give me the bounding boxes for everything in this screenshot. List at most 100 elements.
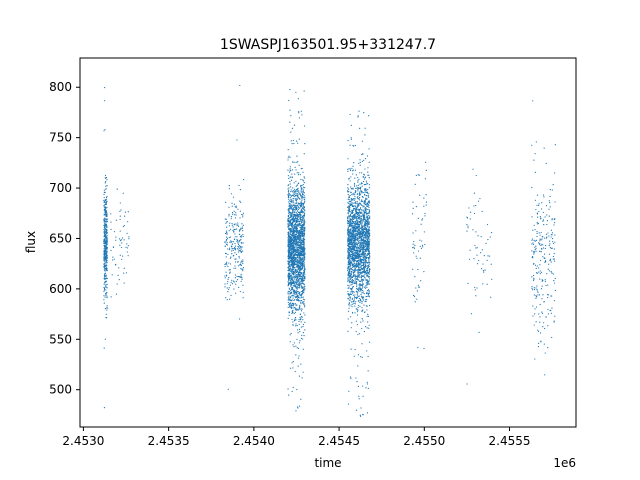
data-point [363, 241, 365, 243]
data-point [288, 295, 290, 297]
data-point [291, 279, 294, 281]
data-point [228, 185, 230, 187]
data-point [354, 238, 356, 240]
data-point [296, 219, 299, 221]
data-point [364, 234, 366, 236]
data-point [226, 274, 228, 276]
data-point [290, 276, 292, 278]
data-point [299, 304, 301, 307]
data-point [237, 275, 240, 278]
data-point [352, 253, 355, 255]
data-point [288, 235, 290, 237]
data-point [351, 220, 354, 222]
data-point [298, 222, 301, 224]
data-point [356, 250, 358, 252]
data-point [237, 225, 240, 227]
data-point [226, 287, 228, 289]
data-point [366, 269, 368, 271]
data-point [349, 201, 351, 203]
data-point [365, 260, 368, 262]
data-point [290, 284, 292, 286]
data-point [355, 377, 357, 379]
data-point [363, 184, 365, 186]
data-point [294, 236, 296, 238]
data-point [300, 253, 302, 255]
data-point [348, 303, 350, 305]
data-point [288, 242, 290, 244]
data-point [353, 262, 355, 264]
data-point [241, 213, 243, 216]
data-point [359, 415, 362, 417]
data-point [228, 188, 230, 190]
data-point [106, 262, 108, 264]
data-point [235, 223, 237, 225]
data-point [348, 224, 351, 226]
data-point [368, 296, 371, 298]
data-point [299, 173, 301, 176]
data-point [104, 199, 106, 201]
data-point [359, 283, 361, 285]
data-point [292, 361, 294, 363]
data-point [366, 265, 368, 267]
data-point [357, 269, 359, 271]
data-point [290, 207, 293, 209]
data-point [300, 318, 302, 320]
data-point [367, 292, 369, 294]
data-point [241, 227, 243, 230]
data-point [115, 263, 117, 266]
data-point [229, 269, 231, 271]
data-point [353, 252, 356, 254]
data-point [236, 248, 239, 250]
data-point [288, 246, 291, 248]
data-point [294, 370, 296, 373]
data-point [357, 288, 359, 291]
data-point [292, 367, 294, 369]
data-point [364, 287, 367, 289]
data-point [298, 234, 300, 236]
data-point [299, 273, 301, 276]
data-point [303, 244, 305, 246]
data-point [296, 253, 298, 256]
data-point [293, 182, 295, 184]
data-point [288, 278, 291, 280]
data-point [365, 387, 367, 389]
data-point [289, 237, 291, 239]
data-point [365, 241, 367, 243]
data-point [126, 251, 128, 253]
data-point [364, 266, 366, 268]
data-point [367, 201, 370, 203]
data-point [361, 241, 363, 244]
data-point [303, 250, 305, 253]
data-point [367, 293, 369, 295]
data-point [364, 194, 366, 196]
data-point [288, 260, 291, 263]
data-point [366, 256, 368, 259]
data-point [103, 218, 105, 220]
data-point [290, 239, 292, 241]
data-point [302, 289, 304, 292]
data-point [369, 239, 371, 241]
data-point [354, 221, 356, 223]
data-point [349, 273, 351, 275]
data-point [368, 290, 370, 292]
data-point [350, 250, 352, 252]
data-point [238, 286, 240, 288]
data-point [301, 286, 303, 288]
data-point [289, 207, 291, 209]
data-point [299, 213, 301, 215]
data-point [301, 225, 303, 227]
data-point [304, 200, 306, 203]
data-point [295, 197, 297, 199]
data-point [354, 195, 356, 197]
data-point [349, 235, 351, 237]
data-point [126, 247, 128, 249]
data-point [356, 324, 359, 326]
data-point [303, 262, 305, 264]
data-point [293, 293, 295, 295]
data-point [296, 264, 298, 267]
data-point [301, 282, 303, 284]
data-point [297, 142, 299, 144]
data-point [351, 167, 353, 169]
data-point [300, 283, 302, 285]
data-point [228, 276, 230, 279]
